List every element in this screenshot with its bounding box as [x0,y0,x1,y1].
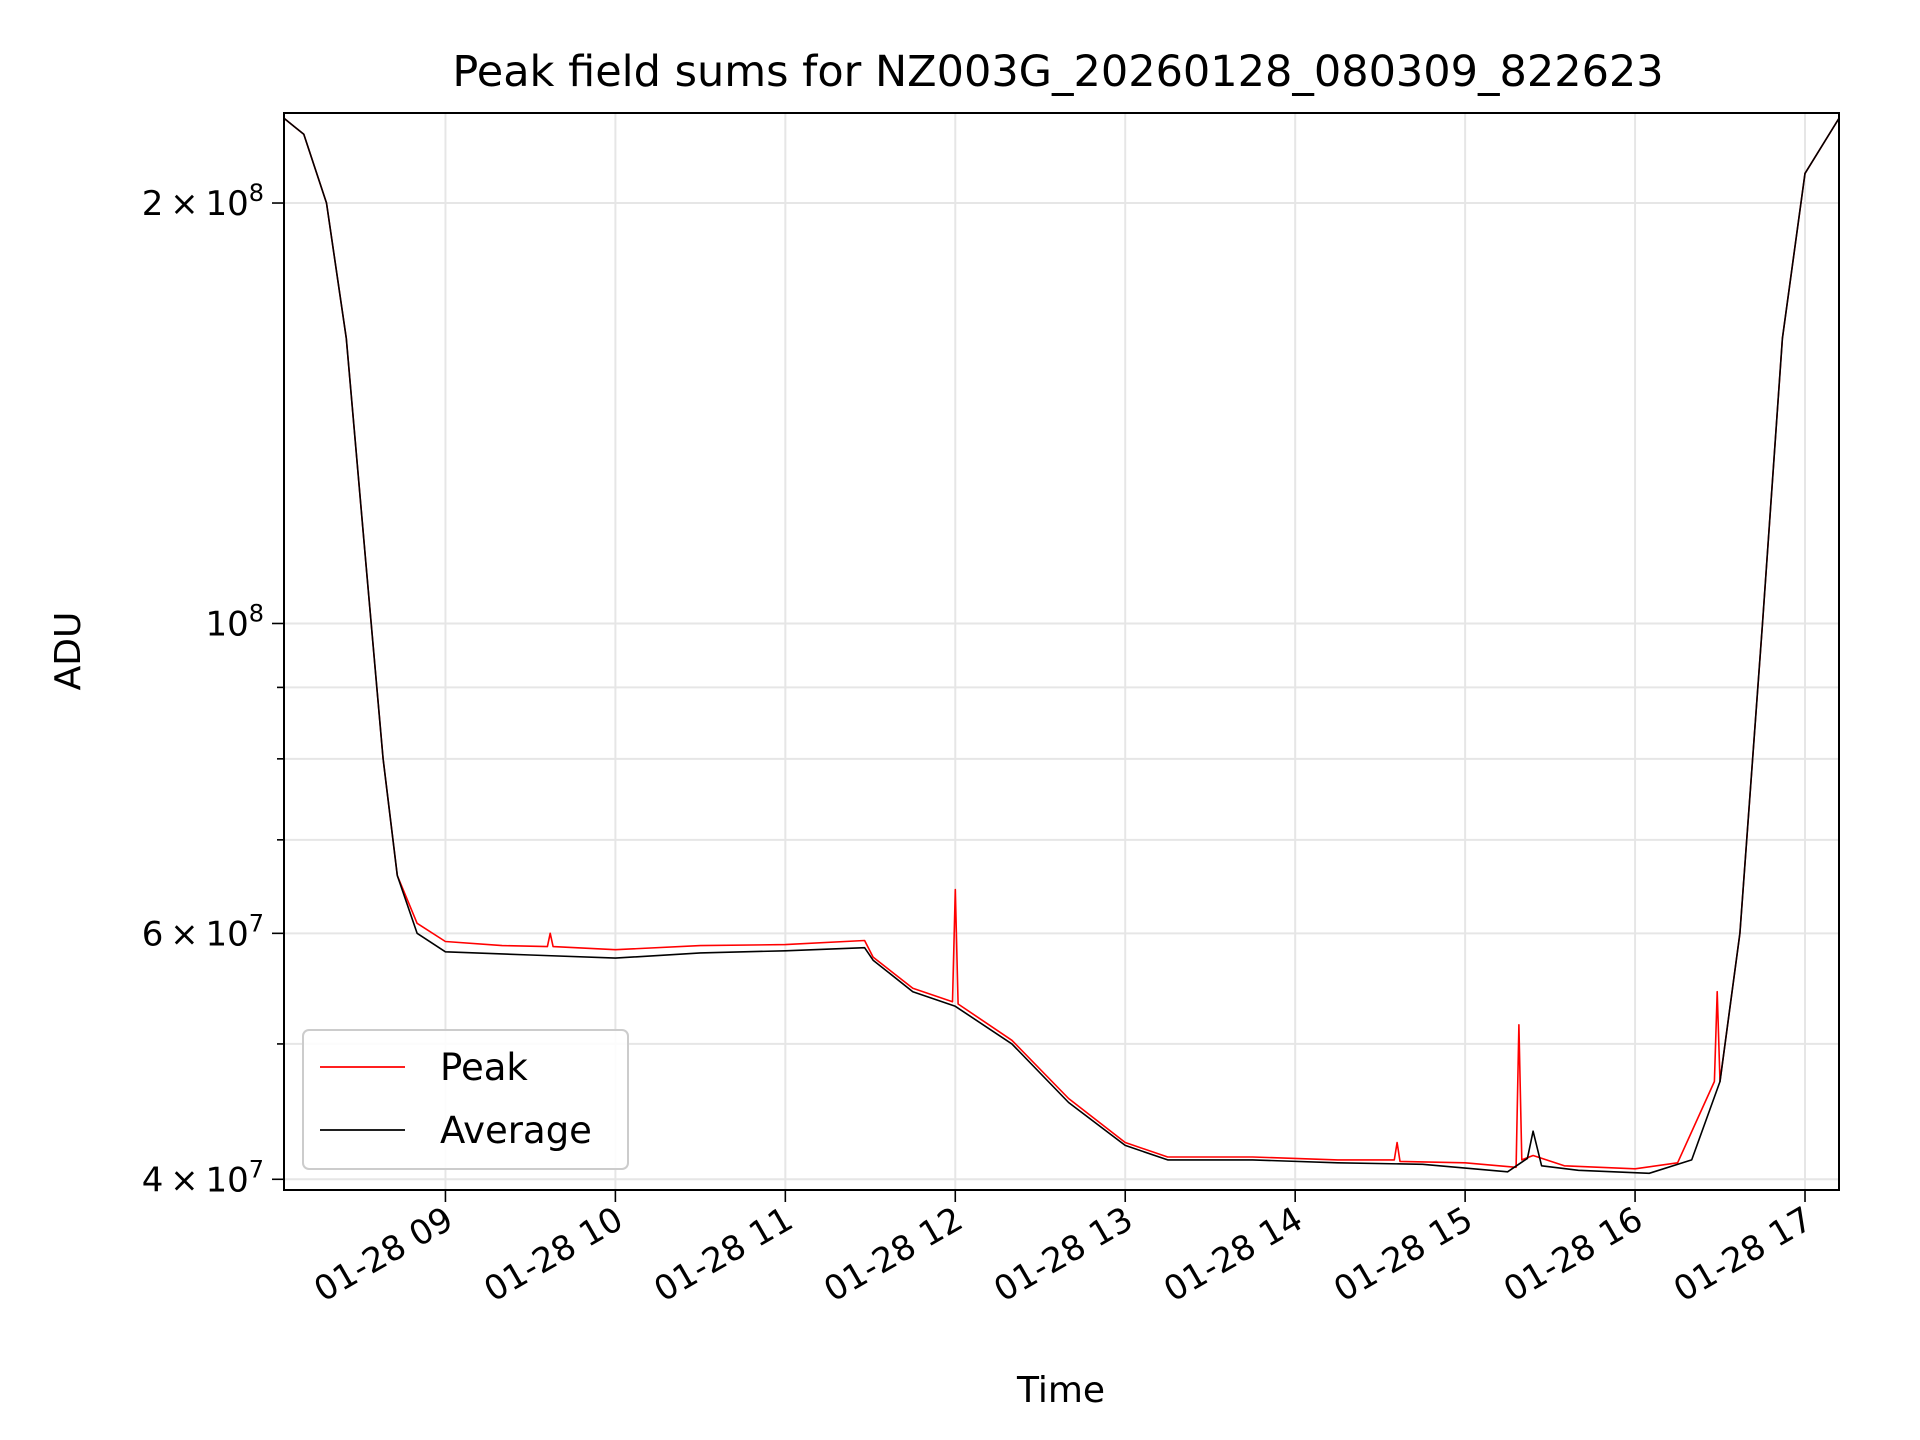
legend: Peak Average [302,1029,629,1170]
series-line-average [283,117,1840,1175]
plot-frame [283,112,1840,1191]
series-line-peak [283,117,1840,1170]
y-tick-label: 6 × 107 [142,909,264,954]
series-lines [283,117,1840,1175]
grid [284,113,1839,1190]
legend-label-average: Average [440,1109,592,1152]
legend-label-peak: Peak [440,1046,528,1089]
y-tick-label: 4 × 107 [142,1155,264,1200]
y-tick-label: 108 [205,599,264,644]
y-axis-title: ADU [48,612,89,691]
x-axis-title: Time [1016,1370,1105,1411]
y-axis: 4 × 107 6 × 107 108 2 × 108 [142,179,284,1200]
y-tick-label: 2 × 108 [142,179,264,224]
chart-title: Peak field sums for NZ003G_20260128_0803… [452,47,1663,97]
legend-box [302,1029,629,1170]
